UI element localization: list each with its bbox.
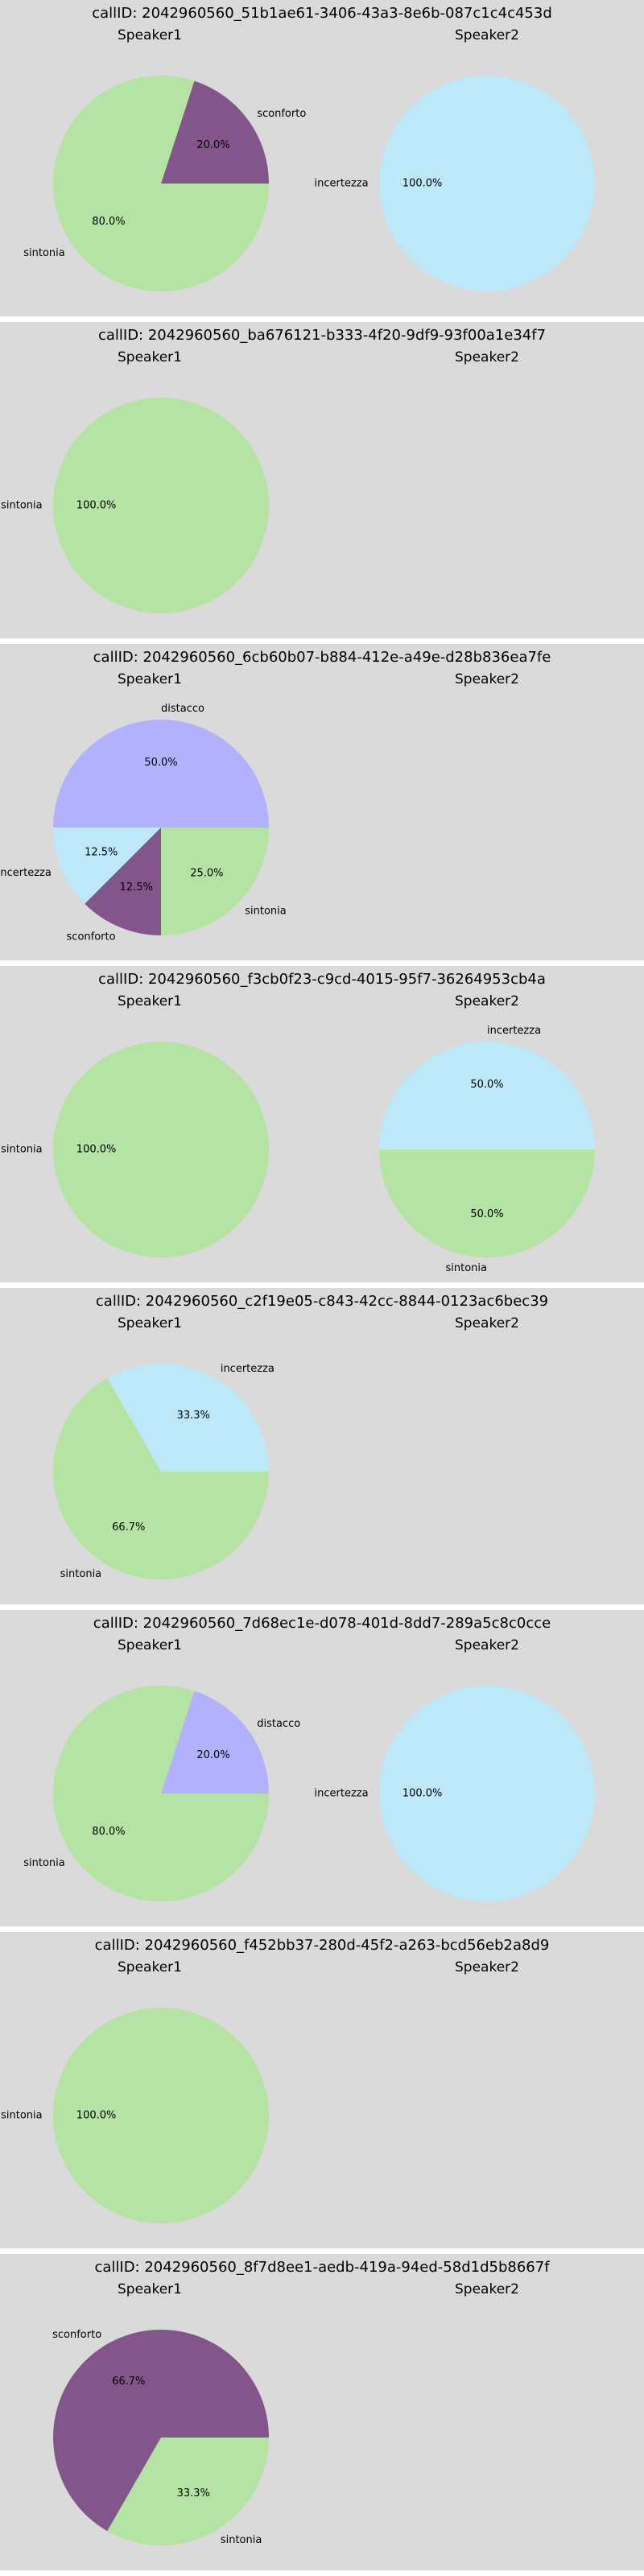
panel-separator — [0, 1926, 644, 1932]
slice-label: sintonia — [1, 1144, 43, 1156]
panel-separator — [0, 960, 644, 966]
pie-slice-sintonia — [53, 398, 269, 613]
chart-panel: callID: 2042960560_c2f19e05-c843-42cc-88… — [0, 1282, 644, 1604]
pie-slice-incertezza — [379, 76, 595, 291]
slice-label: sintonia — [1, 500, 43, 512]
speaker-title: Speaker1 — [118, 1315, 182, 1331]
slice-percent: 100.0% — [402, 178, 443, 190]
pie-slice-sintonia — [53, 1377, 269, 1579]
slice-label: sintonia — [60, 1568, 102, 1580]
panel-separator — [0, 2248, 644, 2254]
slice-percent: 66.7% — [112, 2376, 145, 2388]
chart-panel: callID: 2042960560_ba676121-b333-4f20-9d… — [0, 316, 644, 638]
slice-percent: 100.0% — [76, 1144, 117, 1156]
speaker-title: Speaker1 — [118, 993, 182, 1009]
chart-title: callID: 2042960560_ba676121-b333-4f20-9d… — [98, 327, 546, 344]
speaker-title: Speaker2 — [455, 671, 519, 687]
slice-label: incertezza — [0, 867, 52, 879]
pie-slice-sintonia — [379, 1150, 595, 1257]
slice-percent: 33.3% — [177, 2487, 210, 2500]
slice-percent: 25.0% — [190, 867, 223, 879]
speaker-title: Speaker2 — [455, 1637, 519, 1653]
slice-percent: 50.0% — [470, 1208, 503, 1220]
chart-title: callID: 2042960560_f452bb37-280d-45f2-a2… — [95, 1937, 550, 1954]
chart-panel: callID: 2042960560_f3cb0f23-c9cd-4015-95… — [0, 960, 644, 1282]
speaker-title: Speaker1 — [118, 27, 182, 43]
speaker-title: Speaker2 — [455, 27, 519, 43]
speaker-title: Speaker1 — [118, 671, 182, 687]
chart-title: callID: 2042960560_c2f19e05-c843-42cc-88… — [96, 1293, 548, 1310]
slice-label: sintonia — [23, 247, 65, 259]
pie-slice-sconforto — [53, 2330, 269, 2532]
slice-percent: 12.5% — [85, 846, 118, 858]
slice-percent: 80.0% — [92, 1826, 125, 1838]
pie-slice-sintonia — [53, 2008, 269, 2223]
chart-title: callID: 2042960560_8f7d8ee1-aedb-419a-94… — [94, 2259, 550, 2276]
pie-slice-sintonia — [52, 1686, 269, 1901]
speaker-title: Speaker2 — [455, 993, 519, 1009]
speaker-title: Speaker1 — [118, 349, 182, 365]
slice-percent: 66.7% — [112, 1521, 145, 1534]
slice-percent: 12.5% — [120, 881, 153, 894]
slice-label: incertezza — [315, 1788, 369, 1800]
chart-panel: callID: 2042960560_6cb60b07-b884-412e-a4… — [0, 638, 644, 960]
slice-percent: 50.0% — [144, 757, 177, 769]
slice-percent: 50.0% — [470, 1079, 503, 1091]
slice-label: incertezza — [315, 178, 369, 190]
chart-panel: callID: 2042960560_8f7d8ee1-aedb-419a-94… — [0, 2248, 644, 2570]
speaker-title: Speaker1 — [118, 2281, 182, 2297]
slice-percent: 80.0% — [92, 216, 125, 228]
slice-label: sintonia — [1, 2110, 43, 2122]
slice-label: sintonia — [221, 2534, 262, 2546]
slice-percent: 100.0% — [76, 500, 117, 512]
chart-panel: callID: 2042960560_7d68ec1e-d078-401d-8d… — [0, 1604, 644, 1926]
panel-separator — [0, 316, 644, 322]
slice-label: sintonia — [23, 1857, 65, 1869]
chart-title: callID: 2042960560_7d68ec1e-d078-401d-8d… — [93, 1615, 551, 1632]
slice-label: distacco — [257, 1718, 300, 1730]
slice-label: sconforto — [67, 931, 116, 943]
speaker-title: Speaker1 — [118, 1959, 182, 1975]
slice-percent: 33.3% — [177, 1410, 210, 1422]
pie-slice-sconforto — [85, 828, 161, 935]
slice-percent: 100.0% — [76, 2110, 117, 2122]
chart-title: callID: 2042960560_f3cb0f23-c9cd-4015-95… — [98, 971, 546, 988]
pie-slice-sintonia — [53, 1042, 269, 1257]
speaker-title: Speaker2 — [455, 1959, 519, 1975]
panel-separator — [0, 1604, 644, 1610]
slice-label: sconforto — [52, 2329, 101, 2341]
slice-label: sintonia — [245, 906, 287, 918]
pie-slice-incertezza — [107, 1364, 269, 1472]
slice-label: sconforto — [257, 108, 306, 120]
pie-slice-sconforto — [161, 80, 269, 184]
chart-title: callID: 2042960560_6cb60b07-b884-412e-a4… — [93, 649, 551, 666]
slice-percent: 20.0% — [196, 1749, 229, 1761]
pie-slice-incertezza — [379, 1042, 595, 1150]
speaker-title: Speaker1 — [118, 1637, 182, 1653]
slice-percent: 20.0% — [196, 139, 229, 151]
pie-slice-distacco — [161, 1690, 269, 1794]
chart-title: callID: 2042960560_51b1ae61-3406-43a3-8e… — [92, 5, 552, 22]
slice-label: sintonia — [446, 1262, 488, 1274]
slice-label: incertezza — [221, 1363, 275, 1375]
speaker-title: Speaker2 — [455, 2281, 519, 2297]
speaker-title: Speaker2 — [455, 349, 519, 365]
slice-percent: 100.0% — [402, 1788, 443, 1800]
slice-label: incertezza — [487, 1025, 541, 1037]
pie-slice-distacco — [53, 720, 269, 828]
pie-slice-incertezza — [53, 828, 161, 904]
pie-slice-incertezza — [379, 1686, 595, 1901]
chart-panel: callID: 2042960560_51b1ae61-3406-43a3-8e… — [0, 0, 644, 316]
slice-label: distacco — [161, 703, 204, 715]
speaker-title: Speaker2 — [455, 1315, 519, 1331]
pie-slice-sintonia — [52, 76, 269, 291]
pie-slice-sintonia — [107, 2438, 269, 2545]
pie-slice-sintonia — [161, 828, 269, 935]
chart-panel: callID: 2042960560_f452bb37-280d-45f2-a2… — [0, 1926, 644, 2248]
panel-separator — [0, 638, 644, 644]
panel-separator — [0, 1282, 644, 1288]
